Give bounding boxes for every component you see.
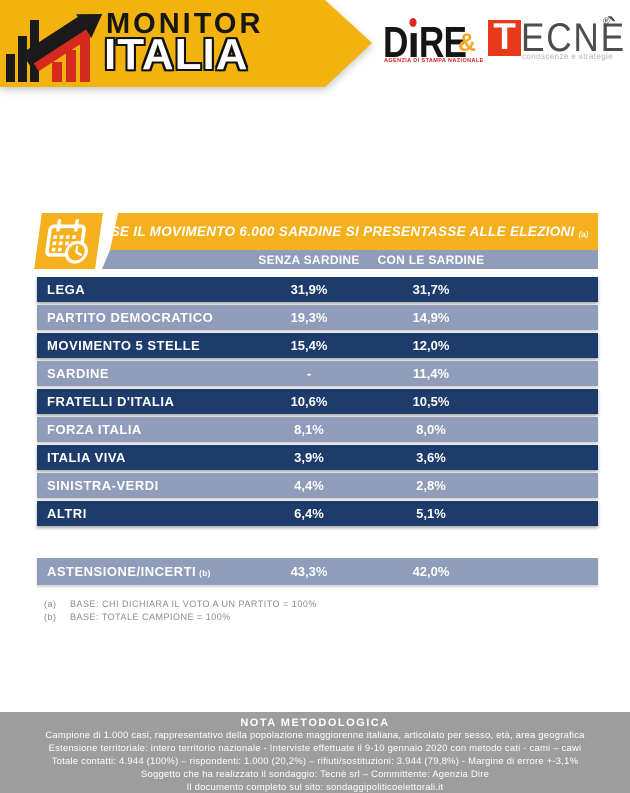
table-row: PARTITO DEMOCRATICO 19,3% 14,9% bbox=[37, 305, 598, 330]
calendar-clock-icon bbox=[44, 218, 88, 264]
party-name: MOVIMENTO 5 STELLE bbox=[47, 338, 201, 353]
column-senza-label: SENZA SARDINE bbox=[258, 252, 360, 267]
table-row: FRATELLI D'ITALIA 10,6% 10,5% bbox=[37, 389, 598, 414]
table-row: ALTRI 6,4% 5,1% bbox=[37, 501, 598, 526]
table-row: MOVIMENTO 5 STELLE 15,4% 12,0% bbox=[37, 333, 598, 358]
dire-logo: DıRE bbox=[383, 18, 467, 67]
nota-line: Totale contatti: 4.944 (100%) – risponde… bbox=[51, 756, 579, 767]
bar-chart-icon bbox=[18, 36, 27, 82]
con-value: 14,9% bbox=[412, 310, 450, 325]
con-value: 31,7% bbox=[412, 282, 450, 297]
calendar-icon-box bbox=[34, 213, 103, 269]
footnotes: (a) BASE: CHI DICHIARA IL VOTO A UN PART… bbox=[44, 598, 317, 624]
party-name: FRATELLI D'ITALIA bbox=[47, 394, 175, 409]
tecne-logo-square: T bbox=[488, 18, 521, 56]
registered-mark: ® bbox=[603, 16, 610, 26]
con-value: 2,8% bbox=[416, 478, 446, 493]
table-title: SE IL MOVIMENTO 6.000 SARDINE SI PRESENT… bbox=[110, 224, 575, 239]
astensione-text: ASTENSIONE/INCERTI bbox=[47, 564, 197, 579]
table-title-note: (a) bbox=[578, 229, 589, 239]
footnote-text: BASE: CHI DICHIARA IL VOTO A UN PARTITO … bbox=[70, 599, 317, 609]
bar-chart-icon bbox=[80, 38, 90, 82]
astensione-note: (b) bbox=[199, 569, 211, 578]
con-value: 11,4% bbox=[412, 366, 450, 381]
table-row: SARDINE - 11,4% bbox=[37, 361, 598, 386]
senza-value: 3,9% bbox=[294, 450, 324, 465]
tecne-tagline: conoscenze e strategie bbox=[522, 52, 614, 61]
party-name: SINISTRA-VERDI bbox=[47, 478, 159, 493]
senza-value: 43,3% bbox=[290, 564, 328, 579]
party-name: LEGA bbox=[47, 282, 86, 297]
party-name: PARTITO DEMOCRATICO bbox=[47, 310, 214, 325]
senza-value: 31,9% bbox=[290, 282, 328, 297]
dire-letter-d: D bbox=[383, 18, 408, 67]
table-row: SINISTRA-VERDI 4,4% 2,8% bbox=[37, 473, 598, 498]
astensione-label: ASTENSIONE/INCERTI (b) bbox=[37, 564, 249, 579]
table-row: LEGA 31,9% 31,7% bbox=[37, 277, 598, 302]
senza-value: 19,3% bbox=[290, 310, 328, 325]
con-value: 8,0% bbox=[416, 422, 446, 437]
senza-value: 10,6% bbox=[290, 394, 328, 409]
party-name: ITALIA VIVA bbox=[47, 450, 126, 465]
con-value: 42,0% bbox=[412, 564, 450, 579]
bar-chart-icon bbox=[52, 62, 62, 82]
brand-italia-text: ITALIA bbox=[104, 30, 249, 79]
con-value: 5,1% bbox=[416, 506, 446, 521]
column-header-bar: SENZA SARDINE CON LE SARDINE bbox=[102, 250, 598, 269]
party-name: ALTRI bbox=[47, 506, 87, 521]
brand-monitor-text: MONITOR bbox=[106, 8, 264, 40]
senza-value: 6,4% bbox=[294, 506, 324, 521]
party-name: SARDINE bbox=[47, 366, 110, 381]
results-table: LEGA 31,9% 31,7% PARTITO DEMOCRATICO 19,… bbox=[37, 277, 598, 529]
nota-line: Soggetto che ha realizzato il sondaggio:… bbox=[140, 769, 490, 780]
bar-chart-icon bbox=[6, 54, 15, 82]
con-value: 12,0% bbox=[412, 338, 450, 353]
column-con-label: CON LE SARDINE bbox=[377, 252, 485, 267]
nota-line: Il documento completo sul sito: sondaggi… bbox=[186, 782, 444, 793]
monitor-italia-banner: MONITOR ITALIA bbox=[0, 0, 374, 87]
senza-value: 15,4% bbox=[290, 338, 328, 353]
monitor-italia-logo-icon bbox=[6, 2, 110, 82]
astensione-row: ASTENSIONE/INCERTI (b) 43,3% 42,0% bbox=[37, 558, 598, 585]
footnote: (b) BASE: TOTALE CAMPIONE = 100% bbox=[44, 611, 317, 624]
senza-value: - bbox=[306, 366, 312, 381]
dire-letters-re: RE bbox=[418, 18, 467, 67]
footnote-mark: (a) bbox=[44, 599, 57, 609]
table-row: ITALIA VIVA 3,9% 3,6% bbox=[37, 445, 598, 470]
footnote-mark: (b) bbox=[44, 612, 57, 622]
nota-line: Estensione territoriale: intero territor… bbox=[48, 743, 582, 754]
footnote-text: BASE: TOTALE CAMPIONE = 100% bbox=[70, 612, 231, 622]
senza-value: 8,1% bbox=[294, 422, 324, 437]
senza-value: 4,4% bbox=[294, 478, 324, 493]
bar-chart-icon bbox=[66, 50, 76, 82]
table-title-bar: SE IL MOVIMENTO 6.000 SARDINE SI PRESENT… bbox=[110, 213, 598, 250]
nota-metodologica-box: NOTA METODOLOGICA Campione di 1.000 casi… bbox=[0, 712, 630, 793]
party-name: FORZA ITALIA bbox=[47, 422, 142, 437]
table-row: FORZA ITALIA 8,1% 8,0% bbox=[37, 417, 598, 442]
tecne-logo-text: ECNÈ bbox=[521, 16, 626, 60]
ampersand-text: & bbox=[458, 29, 477, 57]
con-value: 3,6% bbox=[416, 450, 446, 465]
nota-title: NOTA METODOLOGICA bbox=[240, 717, 390, 729]
footnote: (a) BASE: CHI DICHIARA IL VOTO A UN PART… bbox=[44, 598, 317, 611]
dire-tagline: AGENZIA DI STAMPA NAZIONALE bbox=[384, 58, 484, 64]
banner-arrow-shape: MONITOR ITALIA bbox=[0, 0, 372, 87]
dire-letter-i: ı bbox=[407, 17, 420, 68]
nota-line: Campione di 1.000 casi, rappresentativo … bbox=[45, 730, 585, 741]
con-value: 10,5% bbox=[412, 394, 450, 409]
